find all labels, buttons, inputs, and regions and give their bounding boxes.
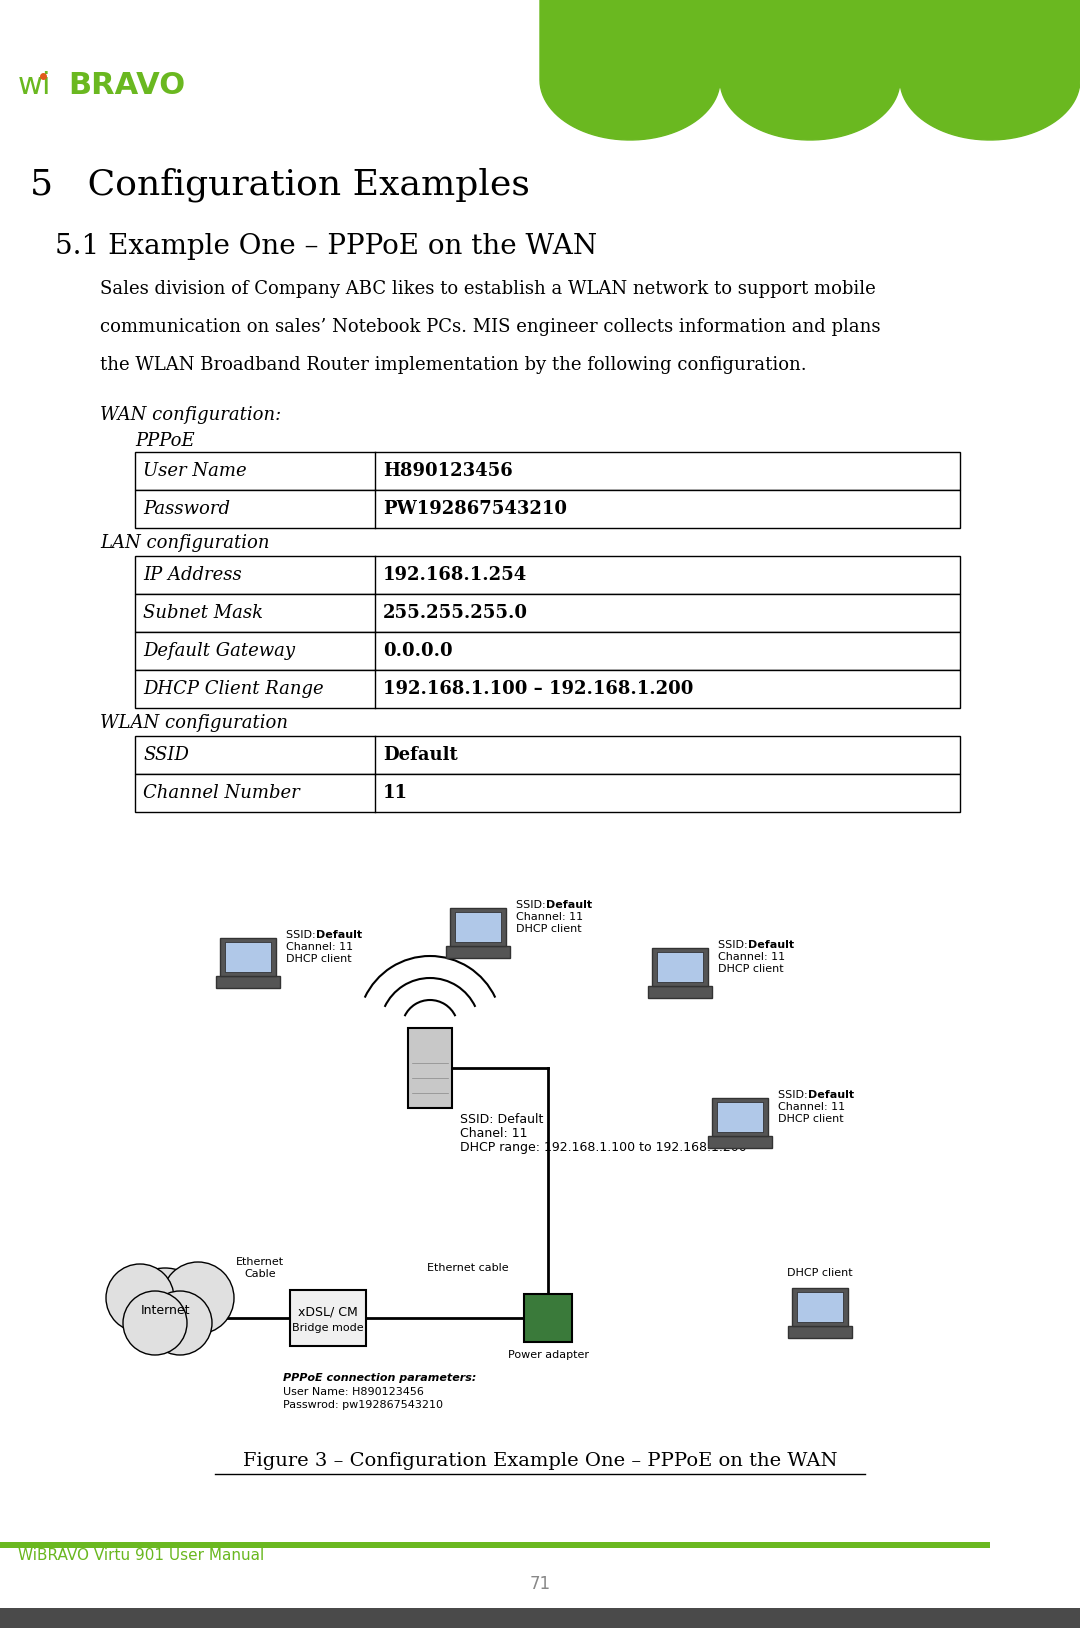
Text: xDSL/ CM: xDSL/ CM [298,1306,357,1319]
Text: Ethernet cable: Ethernet cable [428,1263,509,1273]
Circle shape [123,1291,187,1354]
Circle shape [162,1262,234,1333]
Text: Default Gateway: Default Gateway [143,641,295,659]
Text: SSID: Default: SSID: Default [460,1114,543,1127]
Bar [135,632,960,671]
Circle shape [123,1268,207,1351]
Text: Power adapter: Power adapter [508,1350,589,1359]
Text: Channel: 11: Channel: 11 [516,912,583,921]
Text: Internet: Internet [140,1304,190,1317]
Bar [135,594,960,632]
Text: Channel: 11: Channel: 11 [718,952,785,962]
Circle shape [148,1291,212,1354]
Text: DHCP Client Range: DHCP Client Range [143,681,324,698]
Text: Ethernet
Cable: Ethernet Cable [235,1257,284,1280]
Bar [135,557,960,594]
Text: WAN configuration:: WAN configuration: [100,405,281,423]
Text: Channel: 11: Channel: 11 [286,943,353,952]
Bar [135,453,960,490]
Text: LAN configuration: LAN configuration [100,534,270,552]
Text: Passwrod: pw192867543210: Passwrod: pw192867543210 [283,1400,443,1410]
Text: PPPoE connection parameters:: PPPoE connection parameters: [283,1372,476,1384]
Text: SSID:: SSID: [718,939,751,951]
Text: SSID: SSID [143,746,189,764]
Text: 71: 71 [529,1574,551,1594]
Text: DHCP client: DHCP client [516,925,582,934]
Bar [135,671,960,708]
Text: SSID:: SSID: [286,930,319,939]
Bar [524,1294,572,1341]
Text: Bridge mode: Bridge mode [293,1324,364,1333]
Bar [291,1289,366,1346]
Text: User Name: H890123456: User Name: H890123456 [283,1387,423,1397]
Bar [455,912,501,943]
Text: Channel: 11: Channel: 11 [778,1102,846,1112]
Circle shape [106,1263,174,1332]
Bar [712,1097,768,1136]
Bar [797,1293,843,1322]
Text: Default: Default [383,746,458,764]
Text: DHCP range: 192.168.1.100 to 192.168.1.200: DHCP range: 192.168.1.100 to 192.168.1.2… [460,1141,746,1154]
Text: User Name: User Name [143,462,246,480]
Bar [708,1136,772,1148]
Text: WLAN configuration: WLAN configuration [100,715,288,733]
Bar [648,987,712,998]
Text: wi: wi [18,70,52,99]
Text: Figure 3 – Configuration Example One – PPPoE on the WAN: Figure 3 – Configuration Example One – P… [243,1452,837,1470]
Text: Default: Default [316,930,362,939]
Bar [216,977,280,988]
Bar [792,1288,848,1325]
Text: H890123456: H890123456 [383,462,513,480]
Text: 5.1 Example One – PPPoE on the WAN: 5.1 Example One – PPPoE on the WAN [55,233,597,260]
Text: the WLAN Broadband Router implementation by the following configuration.: the WLAN Broadband Router implementation… [100,357,807,374]
Text: Chanel: 11: Chanel: 11 [460,1127,527,1140]
Bar [408,1027,453,1109]
Bar [450,908,507,946]
Text: 192.168.1.254: 192.168.1.254 [383,567,527,584]
Text: Default: Default [748,939,794,951]
Bar [717,1102,762,1131]
Text: DHCP client: DHCP client [286,954,352,964]
Bar [657,952,703,982]
Text: Sales division of Company ABC likes to establish a WLAN network to support mobil: Sales division of Company ABC likes to e… [100,280,876,298]
Text: DHCP client: DHCP client [718,964,784,974]
Text: Password: Password [143,500,230,518]
Text: 255.255.255.0: 255.255.255.0 [383,604,528,622]
Text: Subnet Mask: Subnet Mask [143,604,264,622]
Bar [788,1325,852,1338]
Text: SSID:: SSID: [778,1091,811,1101]
Text: Channel Number: Channel Number [143,785,300,803]
Bar [135,736,960,773]
Bar [0,1542,990,1548]
Text: DHCP client: DHCP client [787,1268,853,1278]
Text: Default: Default [808,1091,854,1101]
Text: 5   Configuration Examples: 5 Configuration Examples [30,168,530,202]
Text: 192.168.1.100 – 192.168.1.200: 192.168.1.100 – 192.168.1.200 [383,681,693,698]
Text: IP Address: IP Address [143,567,242,584]
Text: PPPoE: PPPoE [135,431,194,449]
Text: DHCP client: DHCP client [778,1114,843,1123]
Text: SSID:: SSID: [516,900,549,910]
Bar [0,1608,1080,1628]
Text: 11: 11 [383,785,408,803]
Polygon shape [540,0,1080,140]
Text: BRAVO: BRAVO [68,70,185,99]
Bar [652,947,708,987]
Text: Default: Default [546,900,592,910]
Bar [446,946,510,957]
Bar [135,773,960,812]
Bar [220,938,276,977]
Text: PW192867543210: PW192867543210 [383,500,567,518]
Text: communication on sales’ Notebook PCs. MIS engineer collects information and plan: communication on sales’ Notebook PCs. MI… [100,317,880,335]
Text: 0.0.0.0: 0.0.0.0 [383,641,453,659]
Text: WiBRAVO Virtu 901 User Manual: WiBRAVO Virtu 901 User Manual [18,1548,265,1563]
Bar [135,490,960,527]
Bar [225,943,271,972]
